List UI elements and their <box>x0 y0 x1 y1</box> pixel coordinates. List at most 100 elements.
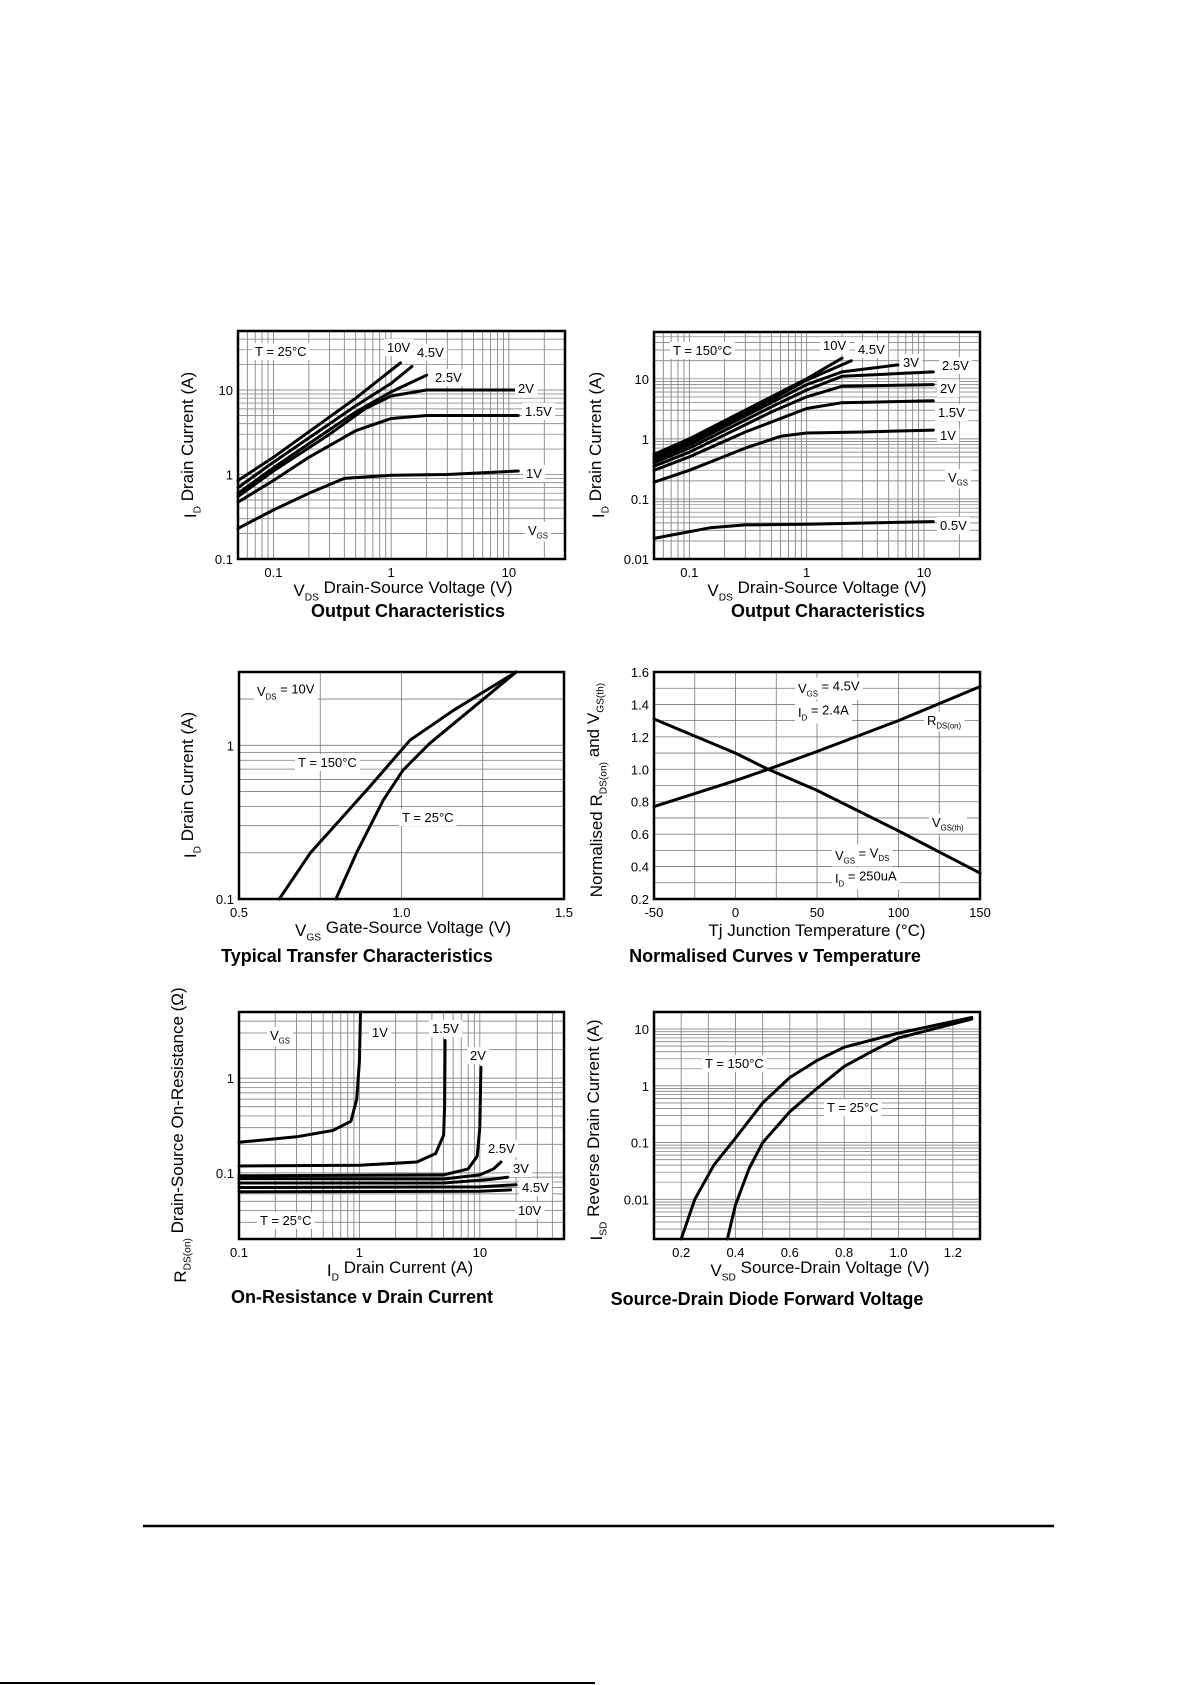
text-part: Drain-Source On-Resistance (Ω) <box>168 987 187 1238</box>
subscript: DS <box>266 693 277 702</box>
text-part: T = 25°C <box>827 1100 879 1115</box>
annotation-background <box>795 677 863 700</box>
series-line-RDS-on- <box>652 685 982 809</box>
y-tick-label: 1 <box>227 738 234 753</box>
annotation-label: T = 150°C <box>673 343 732 358</box>
annotation-background <box>832 867 901 890</box>
annotation-label: T = 25°C <box>827 1100 879 1115</box>
text-part: T = 25°C <box>255 344 307 359</box>
x-tick-label: 0.6 <box>781 1245 799 1260</box>
subscript: GS <box>957 479 968 488</box>
text-part: T = 150°C <box>298 755 357 770</box>
y-tick-label: 10 <box>635 1022 649 1037</box>
text-part: I <box>587 1236 606 1241</box>
text-part: I <box>798 705 802 720</box>
text-part: 10V <box>823 338 846 353</box>
annotation-label: 4.5V <box>522 1180 549 1195</box>
text-part: Source-Drain Voltage (V) <box>736 1258 930 1277</box>
annotation-label: ID = 250uA <box>835 869 897 889</box>
text-part: R <box>927 713 936 728</box>
x-tick-label: 0.4 <box>726 1245 744 1260</box>
x-tick-label: 1.5 <box>555 905 573 920</box>
grid <box>239 672 564 899</box>
subscript: D <box>193 506 204 513</box>
plot-frame <box>237 1010 566 1241</box>
text-part: = V <box>855 846 879 861</box>
annotation-background <box>929 814 968 834</box>
annotation-background <box>515 380 538 397</box>
x-tick-label: 50 <box>810 905 824 920</box>
subscript: D <box>802 714 808 723</box>
text-part: 1V <box>526 466 542 481</box>
text-part: T = 25°C <box>402 810 454 825</box>
annotation-background <box>939 357 973 374</box>
chart-title: Output Characteristics <box>311 601 505 621</box>
annotation-label: 0.5V <box>940 518 967 533</box>
annotation-label: 2.5V <box>435 370 462 385</box>
series-line-VGS-th- <box>652 717 982 875</box>
series-line-2-5V <box>237 1160 503 1181</box>
text-part: I <box>181 853 200 858</box>
y-axis-label: ID Drain Current (A) <box>178 712 204 858</box>
y-tick-label: 0.6 <box>631 827 649 842</box>
annotation-background <box>485 1140 519 1157</box>
subscript: DS <box>305 593 319 604</box>
annotation-label: T = 25°C <box>255 344 307 359</box>
y-axis-label: ID Drain Current (A) <box>586 372 612 518</box>
series-line-T-150-C <box>679 1016 974 1241</box>
text-part: I <box>835 871 839 886</box>
annotation-background <box>820 337 850 354</box>
text-part: 2V <box>518 381 534 396</box>
text-part: V <box>293 581 305 600</box>
annotation-background <box>510 1160 533 1177</box>
series-line-1V <box>237 1010 362 1144</box>
annotation-background <box>824 1099 882 1116</box>
subscript: DS <box>719 593 733 604</box>
text-part: Drain Current (A) <box>178 372 197 506</box>
text-part: 1.5V <box>432 1021 459 1036</box>
text-part: V <box>270 1028 279 1043</box>
text-part: Drain Current (A) <box>339 1258 473 1277</box>
plot-frame <box>236 329 567 561</box>
annotation-label: T = 150°C <box>298 755 357 770</box>
y-tick-label: 0.4 <box>631 860 649 875</box>
series-line-T-150-C <box>277 670 518 901</box>
series-line-0-5V <box>652 520 935 540</box>
series-line-10V <box>652 356 844 456</box>
text-part: 4.5V <box>522 1180 549 1195</box>
x-tick-label: -50 <box>645 905 664 920</box>
annotation-label: 1V <box>940 428 956 443</box>
x-tick-label: 1 <box>803 565 810 580</box>
text-part: I <box>181 513 200 518</box>
subscript: DS(on) <box>183 1238 194 1270</box>
grid <box>654 1012 980 1239</box>
annotation-label: 2.5V <box>488 1141 515 1156</box>
annotation-background <box>935 404 969 421</box>
text-part: 10V <box>518 1203 541 1218</box>
grid <box>238 331 565 559</box>
y-tick-label: 0.1 <box>631 1136 649 1151</box>
text-part: 1V <box>372 1025 388 1040</box>
subscript: GS(th) <box>596 683 607 713</box>
x-tick-label: 1 <box>356 1245 363 1260</box>
x-tick-label: 10 <box>473 1245 487 1260</box>
y-tick-label: 0.01 <box>624 552 649 567</box>
annotation-background <box>432 369 466 386</box>
subscript: SD <box>599 1222 610 1236</box>
annotation-background <box>295 754 360 771</box>
text-part: 1.5V <box>525 404 552 419</box>
text-part: Drain-Source Voltage (V) <box>319 578 513 597</box>
text-part: V <box>257 684 266 699</box>
x-tick-label: 1.0 <box>392 905 410 920</box>
x-tick-label: 150 <box>969 905 991 920</box>
annotation-background <box>924 712 965 732</box>
y-tick-label: 1 <box>642 432 649 447</box>
series-line-2-5V <box>236 373 429 495</box>
plot-frame <box>652 1010 982 1241</box>
annotation-label: 1.5V <box>525 404 552 419</box>
series-line-1V <box>652 428 935 484</box>
subscript: DS(on) <box>936 722 961 731</box>
x-axis-label: VDS Drain-Source Voltage (V) <box>707 578 926 604</box>
